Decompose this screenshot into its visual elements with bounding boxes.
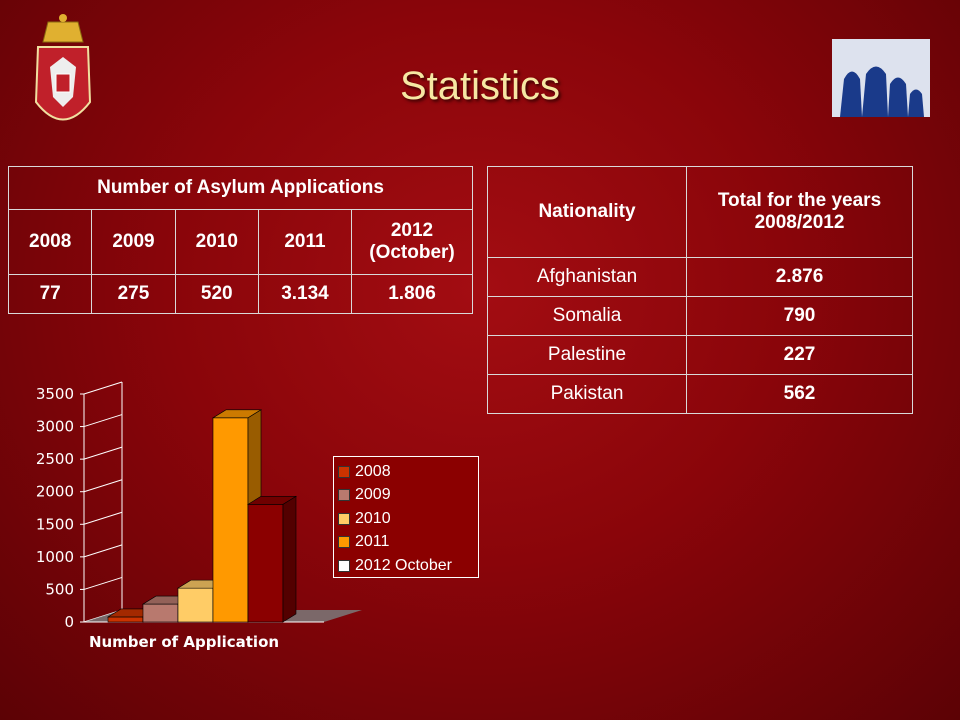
bar-2012-october	[246, 495, 298, 623]
legend-label: 2011	[355, 533, 390, 551]
legend-item: 2012 October	[338, 554, 474, 578]
gridline	[83, 576, 123, 590]
gridline	[83, 544, 123, 558]
legend-label: 2012 October	[355, 556, 452, 574]
year-cell: 2010	[174, 209, 259, 275]
nationality-table: Nationality Total for the years 2008/201…	[487, 166, 913, 414]
total-cell: 227	[686, 335, 913, 375]
legend-swatch	[338, 559, 350, 572]
serbian-coat-of-arms-icon	[28, 12, 98, 137]
asylum-applications-table: Number of Asylum Applications 2008 2009 …	[7, 166, 473, 314]
logo-icon	[832, 39, 930, 117]
total-cell: 2.876	[686, 257, 913, 297]
legend-item: 2009	[338, 484, 474, 508]
table-row: Palestine 227	[487, 335, 913, 375]
total-cell: 790	[686, 296, 913, 336]
total-cell: 562	[686, 374, 913, 414]
y-tick-label: 3500	[36, 385, 74, 403]
total-header: Total for the years 2008/2012	[686, 166, 913, 258]
year-cell: 2012 (October)	[351, 209, 473, 275]
value-cell: 520	[174, 274, 259, 314]
applications-bar-chart: 0 500 1000 1500 2000 2500 3000 3500 Number of Ap…	[36, 381, 362, 651]
legend-label: 2009	[355, 486, 391, 504]
y-tick-label: 500	[45, 580, 74, 598]
x-axis-label: Number of Application	[89, 633, 279, 651]
legend-swatch	[338, 465, 350, 478]
value-cell: 275	[91, 274, 176, 314]
nationality-cell: Afghanistan	[487, 257, 687, 297]
y-tick-label: 2500	[36, 450, 74, 468]
legend-label: 2008	[355, 462, 391, 480]
y-tick-label: 1000	[36, 548, 74, 566]
legend-item: 2010	[338, 507, 474, 531]
gridline	[83, 446, 123, 460]
year-cell: 2009	[91, 209, 176, 275]
page-title: Statistics	[399, 64, 561, 108]
nationality-cell: Pakistan	[487, 374, 687, 414]
legend-item: 2011	[338, 531, 474, 555]
value-cell: 3.134	[257, 274, 353, 314]
legend-label: 2010	[355, 509, 391, 527]
table-row: Pakistan 562	[487, 374, 913, 414]
legend-item: 2008	[338, 460, 474, 484]
table-header: Number of Asylum Applications	[8, 166, 473, 210]
gridline	[83, 381, 123, 395]
gridline	[83, 479, 123, 493]
y-tick-label: 2000	[36, 483, 74, 501]
value-cell: 77	[7, 274, 93, 314]
year-cell: 2011	[257, 209, 353, 275]
legend-swatch	[338, 536, 350, 549]
year-cell: 2008	[7, 209, 93, 275]
nationality-cell: Somalia	[487, 296, 687, 336]
value-cell: 1.806	[351, 274, 473, 314]
nationality-cell: Palestine	[487, 335, 687, 375]
y-tick-label: 1500	[36, 515, 74, 533]
y-tick-label: 3000	[36, 418, 74, 436]
table-row: Afghanistan 2.876	[487, 257, 913, 297]
nationality-header: Nationality	[487, 166, 687, 258]
legend-swatch	[338, 512, 350, 525]
gridline	[83, 511, 123, 525]
legend-swatch	[338, 489, 350, 502]
y-tick-label: 0	[64, 613, 74, 631]
table-row: Somalia 790	[487, 296, 913, 336]
chart-legend: 2008 2009 2010 2011 2012 October	[333, 456, 479, 578]
gridline	[83, 414, 123, 428]
